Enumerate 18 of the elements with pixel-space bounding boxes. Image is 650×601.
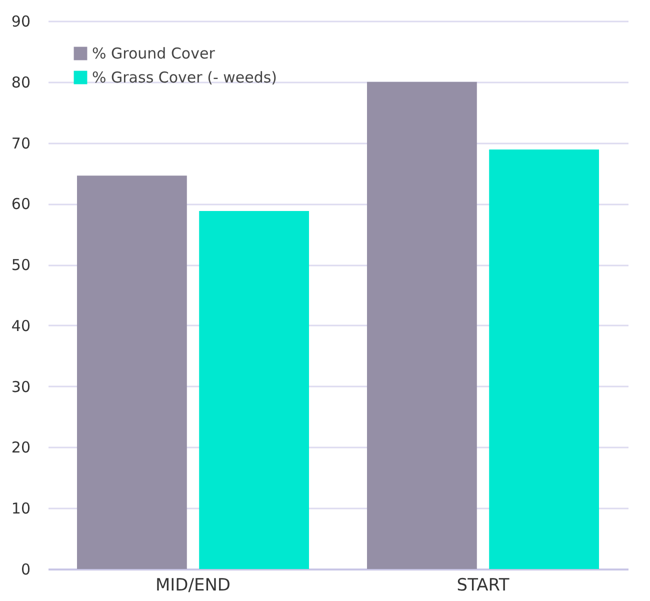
y-tick-label: 60 (11, 195, 30, 214)
y-tick-label: 80 (11, 73, 30, 92)
y-tick-label: 50 (11, 256, 30, 274)
legend-label: % Ground Cover (92, 44, 216, 62)
y-tick-label: 70 (11, 134, 30, 152)
x-tick-label: START (456, 576, 510, 596)
bar (489, 149, 599, 569)
legend-label: % Grass Cover (- weeds) (92, 68, 278, 86)
y-tick-label: 30 (11, 378, 30, 396)
y-tick-label: 40 (11, 316, 30, 335)
bar (367, 82, 477, 569)
y-tick-label: 0 (20, 560, 30, 578)
bar (77, 176, 187, 569)
bar (199, 210, 309, 569)
y-tick-label: 10 (11, 500, 30, 518)
y-tick-label: 20 (11, 438, 30, 457)
y-tick-label: 90 (11, 12, 30, 30)
x-tick-label: MID/END (155, 576, 231, 596)
